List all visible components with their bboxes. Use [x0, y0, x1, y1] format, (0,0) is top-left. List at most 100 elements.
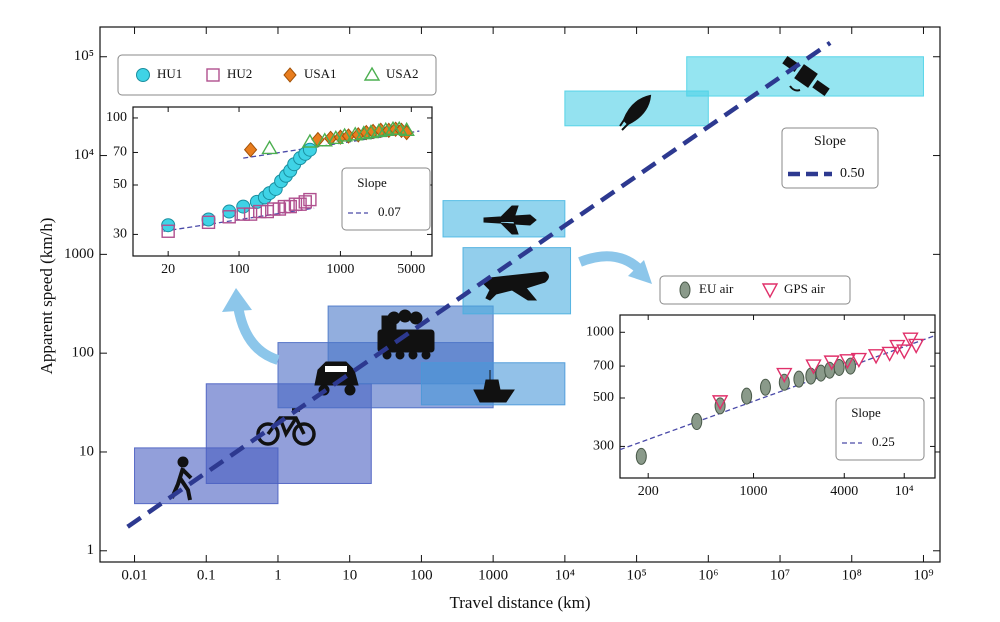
- y-tick-label: 10: [79, 443, 94, 459]
- x-tick-label: 1000: [478, 567, 508, 583]
- x-tick-label: 10⁹: [913, 567, 933, 583]
- x-tick-label: 10⁴: [555, 567, 575, 583]
- legend-label: GPS air: [784, 281, 825, 296]
- x-tick-label: 200: [638, 484, 659, 499]
- y-tick-label: 100: [106, 110, 127, 125]
- slope-legend-title: Slope: [357, 175, 387, 190]
- marker: [236, 207, 250, 221]
- x-tick-label: 1: [274, 567, 282, 583]
- marker: [815, 364, 827, 382]
- marker: [316, 132, 333, 147]
- x-axis-label: Travel distance (km): [449, 593, 590, 612]
- x-tick-label: 0.1: [197, 567, 216, 583]
- x-tick-label: 100: [410, 567, 433, 583]
- marker: [222, 204, 237, 219]
- marker: [714, 397, 726, 415]
- ship-icon: [473, 370, 515, 403]
- plane-icon: [483, 271, 549, 301]
- x-tick-label: 10: [342, 567, 357, 583]
- rocket-icon: [619, 94, 652, 131]
- marker: [759, 378, 771, 396]
- slope-legend-label: 0.07: [378, 204, 401, 219]
- marker: [839, 354, 856, 370]
- marker: [302, 142, 317, 157]
- y-tick-label: 30: [113, 227, 127, 242]
- x-tick-label: 1000: [326, 262, 354, 277]
- legend-label: USA1: [304, 66, 337, 81]
- slope-legend-box: [835, 397, 925, 461]
- marker: [243, 207, 258, 221]
- marker: [889, 339, 906, 356]
- curved-arrow: [233, 305, 280, 365]
- legend-label: HU2: [227, 66, 252, 81]
- y-tick-label: 300: [593, 439, 614, 454]
- y-tick-label: 10⁵: [74, 48, 94, 64]
- marker: [293, 197, 307, 211]
- marker: [201, 215, 216, 230]
- legend-label: USA2: [386, 66, 419, 81]
- x-tick-label: 4000: [830, 484, 858, 499]
- y-tick-label: 10⁴: [74, 147, 94, 163]
- y-tick-label: 1000: [586, 325, 614, 340]
- slope-legend-title: Slope: [814, 134, 846, 149]
- legend-marker: [363, 66, 381, 81]
- marker: [236, 199, 251, 214]
- marker: [845, 357, 857, 375]
- marker: [805, 359, 822, 375]
- marker: [336, 127, 353, 142]
- legend-box: [117, 54, 437, 96]
- marker: [253, 204, 267, 219]
- marker: [793, 370, 805, 388]
- marker: [272, 202, 287, 216]
- jet-icon: [483, 205, 537, 235]
- marker: [201, 212, 216, 227]
- y-tick-label: 700: [593, 358, 614, 373]
- marker: [303, 192, 317, 207]
- marker: [347, 126, 364, 141]
- marker: [243, 141, 258, 158]
- marker: [161, 224, 175, 238]
- legend-label: EU air: [699, 281, 734, 296]
- legend-box: [659, 275, 851, 305]
- marker: [741, 387, 753, 405]
- legend-label: HU1: [157, 66, 182, 81]
- marker: [896, 344, 913, 360]
- y-tick-label: 70: [113, 145, 127, 160]
- x-tick-label: 0.01: [121, 567, 147, 583]
- marker: [298, 195, 312, 209]
- y-tick-label: 1: [87, 542, 95, 558]
- marker: [823, 355, 840, 371]
- slope-legend-label: 0.25: [872, 434, 895, 449]
- legend-marker: [283, 67, 297, 83]
- x-tick-label: 10⁴: [895, 484, 914, 499]
- marker: [390, 120, 408, 135]
- y-tick-label: 50: [113, 177, 127, 192]
- y-tick-label: 100: [72, 345, 95, 361]
- legend-marker: [761, 283, 779, 299]
- marker: [711, 395, 729, 411]
- y-tick-label: 500: [593, 390, 614, 405]
- marker: [776, 367, 793, 384]
- marker: [907, 338, 925, 354]
- slope-legend-title: Slope: [851, 405, 881, 420]
- arrow-head: [628, 260, 652, 284]
- x-tick-label: 10⁷: [770, 567, 790, 583]
- y-axis-label: Apparent speed (km/h): [37, 218, 56, 375]
- marker: [301, 133, 319, 148]
- marker: [283, 199, 297, 214]
- arrows: [222, 251, 652, 365]
- train-icon: [377, 309, 435, 360]
- fit-line: [126, 40, 832, 529]
- slope-legend-box: [341, 167, 431, 231]
- slope-legend-label: 0.50: [840, 166, 865, 181]
- y-tick-label: 1000: [64, 246, 94, 262]
- marker: [398, 121, 415, 137]
- curved-arrow: [578, 251, 642, 272]
- marker: [261, 140, 278, 155]
- x-tick-label: 1000: [740, 484, 768, 499]
- arrow-head: [222, 288, 252, 312]
- car-icon: [314, 361, 359, 396]
- marker: [881, 346, 898, 362]
- x-tick-label: 100: [229, 262, 250, 277]
